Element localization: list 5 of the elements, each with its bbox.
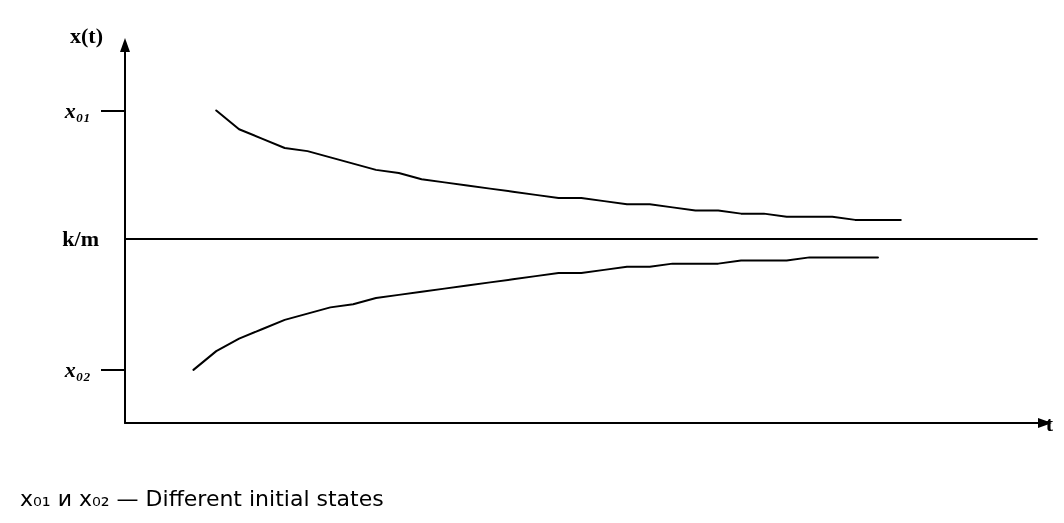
ref-line-label: k/m: [62, 226, 99, 252]
y-axis-title: x(t): [70, 22, 103, 48]
text: x₀₁: [63, 98, 91, 123]
text: x₀₁ и x₀₂ — Different initial states: [20, 485, 384, 511]
text: x₀₂: [63, 357, 91, 383]
